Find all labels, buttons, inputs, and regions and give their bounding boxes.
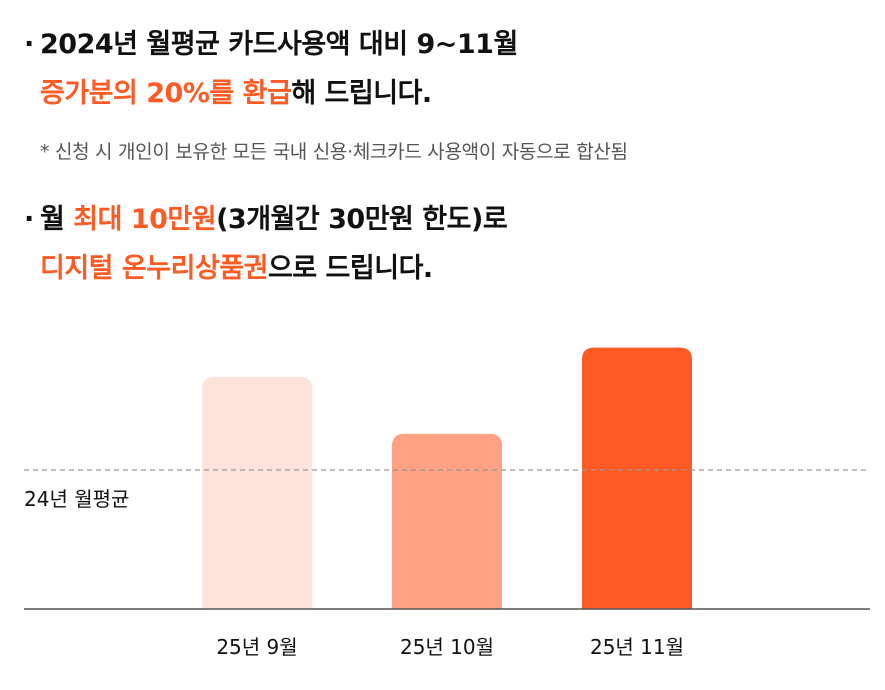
x-tick-label: 25년 10월: [400, 635, 494, 659]
headline-4: 디지털 온누리상품권으로 드립니다.: [24, 246, 433, 285]
headline-2-text: 해 드립니다.: [291, 78, 432, 109]
bar-chart: 25년 9월 25년 10월 25년 11월 24년 월평균: [24, 347, 870, 659]
headline-4-highlight: 디지털 온누리상품권: [40, 253, 268, 284]
headline-3-highlight: 최대 10만원: [73, 204, 217, 235]
headline-1-text: 2024년 월평균 카드사용액 대비 9~11월: [40, 29, 518, 60]
bar-1: [202, 376, 312, 609]
bullet: ·: [24, 29, 34, 60]
headline-2-highlight: 증가분의 20%를 환급: [40, 78, 292, 109]
headline-1: · 2024년 월평균 카드사용액 대비 9~11월: [24, 22, 518, 61]
headline-3-text: (3개월간 30만원 한도)로: [216, 204, 508, 235]
x-tick-label: 25년 9월: [216, 635, 297, 659]
reference-label: 24년 월평균: [24, 487, 129, 511]
bar-2: [392, 433, 502, 609]
bar-3: [582, 347, 692, 609]
bullet: ·: [24, 204, 34, 235]
headline-3-pre: 월: [40, 204, 74, 235]
footnote: * 신청 시 개인이 보유한 모든 국내 신용·체크카드 사용액이 자동으로 합…: [40, 141, 628, 163]
headline-3: · 월 최대 10만원(3개월간 30만원 한도)로: [24, 197, 508, 236]
headline-4-text: 으로 드립니다.: [267, 253, 433, 284]
x-tick-label: 25년 11월: [590, 635, 684, 659]
headline-2: 증가분의 20%를 환급해 드립니다.: [24, 71, 432, 110]
